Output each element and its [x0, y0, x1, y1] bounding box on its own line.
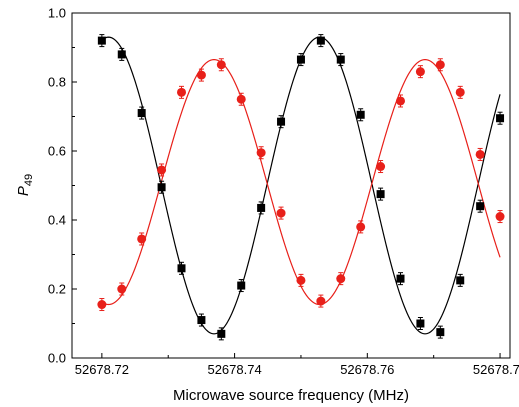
data-point-series-2: [177, 87, 186, 97]
data-point-series-2: [396, 96, 405, 106]
data-point-series-2: [455, 87, 465, 97]
data-point-series-1: [157, 183, 166, 192]
y-axis-title: P49: [15, 174, 35, 196]
y-tick-label: 0.0: [48, 351, 66, 366]
y-tick-label: 0.4: [48, 213, 66, 228]
y-tick-label: 0.8: [48, 75, 66, 90]
data-point-series-2: [157, 165, 167, 175]
x-tick-label: 52678.74: [207, 362, 261, 377]
data-point-series-2: [117, 284, 127, 294]
data-point-series-2: [236, 94, 246, 104]
y-tick-label: 1.0: [48, 6, 66, 21]
data-point-series-2: [216, 60, 226, 70]
data-point-series-1: [496, 114, 505, 123]
data-point-series-1: [237, 281, 246, 290]
data-point-series-1: [436, 328, 445, 337]
data-point-series-1: [336, 55, 345, 64]
data-point-series-1: [97, 36, 106, 45]
data-point-series-1: [277, 117, 286, 126]
data-point-series-2: [475, 149, 485, 159]
data-point-series-2: [276, 208, 286, 218]
data-point-series-1: [257, 203, 266, 212]
y-axis: 0.0 0.2 0.4 0.6 0.8 1.0: [48, 6, 77, 366]
data-point-series-1: [396, 274, 405, 283]
data-point-series-2: [296, 275, 306, 285]
data-point-series-1: [296, 55, 305, 64]
y-axis-title-main: P: [15, 186, 32, 196]
x-tick-label: 52678.76: [340, 362, 394, 377]
x-tick-label: 52678.72: [75, 362, 129, 377]
y-tick-label: 0.6: [48, 144, 66, 159]
data-points: [97, 34, 505, 341]
data-point-series-2: [97, 300, 107, 310]
y-axis-title-subscript: 49: [23, 174, 35, 186]
data-point-series-1: [137, 109, 146, 118]
data-point-series-2: [415, 67, 425, 77]
data-point-series-1: [316, 36, 325, 45]
data-point-series-1: [456, 276, 465, 285]
data-point-series-2: [196, 70, 206, 80]
data-point-series-2: [495, 212, 505, 222]
data-point-series-1: [197, 316, 206, 325]
x-axis: 52678.72 52678.74 52678.76 52678.78: [75, 353, 519, 377]
data-point-series-1: [217, 329, 226, 338]
x-tick-label: 52678.78: [473, 362, 519, 377]
data-point-series-1: [177, 264, 186, 273]
data-point-series-1: [376, 190, 385, 199]
y-tick-label: 0.2: [48, 282, 66, 297]
data-point-series-2: [137, 234, 147, 244]
data-point-series-2: [336, 274, 346, 284]
data-point-series-1: [117, 50, 126, 59]
data-point-series-2: [316, 296, 326, 306]
data-point-series-1: [476, 202, 485, 211]
x-axis-title: Microwave source frequency (MHz): [173, 387, 409, 404]
data-point-series-2: [356, 222, 366, 232]
data-point-series-1: [356, 110, 365, 119]
data-point-series-2: [376, 162, 386, 172]
data-point-series-2: [435, 60, 445, 70]
data-point-series-2: [256, 148, 266, 158]
data-point-series-1: [416, 319, 425, 328]
